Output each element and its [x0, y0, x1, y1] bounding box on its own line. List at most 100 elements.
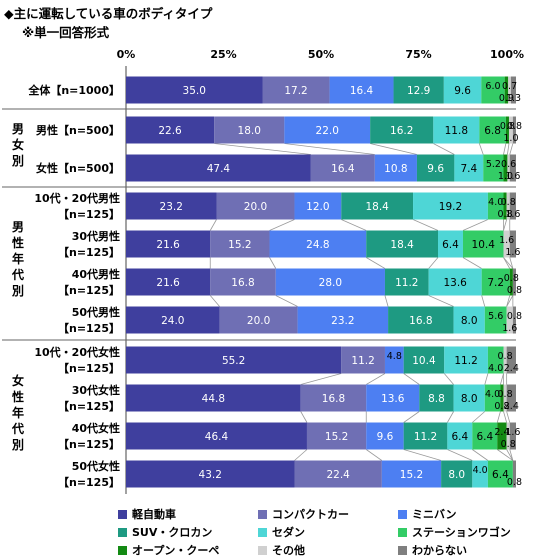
data-label: 11.2 — [395, 277, 418, 289]
legend-label: セダン — [272, 526, 305, 539]
stacked-bar-chart: 0% 25% 50% 75% 100% 全体【n=1000】男性【n=500】女性【n=5… — [2, 48, 524, 494]
series-connector-line — [500, 373, 504, 385]
series-connector-line — [506, 295, 511, 307]
data-label: 9.6 — [377, 431, 394, 443]
series-connector-line — [507, 143, 510, 155]
data-label: 10.4 — [412, 355, 436, 367]
data-label: 19.2 — [439, 201, 462, 213]
data-label: 46.4 — [205, 431, 229, 443]
data-label: 8.8 — [428, 393, 445, 405]
bar-segment — [481, 268, 510, 296]
series-connector-line — [209, 295, 220, 307]
series-connector-line — [509, 257, 514, 269]
bar-segment — [366, 384, 420, 412]
bar-segment — [506, 192, 510, 220]
series-connector-line — [472, 411, 486, 423]
bar-segment — [443, 76, 482, 104]
data-label: 11.2 — [454, 355, 477, 367]
bar-segment — [472, 460, 488, 488]
series-connector-line — [506, 449, 514, 461]
legend-swatch — [258, 545, 267, 555]
bar-segment — [275, 268, 385, 296]
data-label: 24.8 — [306, 239, 329, 251]
bar-segment — [484, 384, 501, 412]
bar-segment — [403, 346, 445, 374]
data-label-small: 5.6 — [488, 311, 503, 322]
data-label: 35.0 — [183, 85, 206, 97]
bar-segment — [297, 306, 389, 334]
data-label: 18.0 — [238, 125, 261, 137]
series-connector-line — [284, 143, 375, 155]
data-label: 8.0 — [461, 315, 478, 327]
legend-item: セダン — [258, 524, 305, 540]
bar-segment — [433, 116, 480, 144]
bar-segment — [370, 116, 434, 144]
data-label: 18.4 — [365, 201, 389, 213]
category-sample-size: 【n=125】 — [58, 438, 120, 451]
x-tick-label: 50% — [308, 48, 334, 61]
data-label: 13.6 — [443, 277, 467, 289]
data-label: 15.2 — [400, 469, 423, 481]
data-label: 15.2 — [228, 239, 251, 251]
data-label: 8.0 — [448, 469, 465, 481]
bar-segment — [481, 76, 505, 104]
category-label: 30代男性 — [72, 229, 120, 243]
legend-swatch — [118, 509, 127, 519]
data-label-small: 1.6 — [502, 323, 517, 334]
data-label: 9.6 — [427, 163, 444, 175]
data-label-small: 1.6 — [505, 427, 520, 438]
bar-segment — [472, 422, 498, 450]
data-label: 21.6 — [156, 277, 180, 289]
series-connector-line — [509, 143, 514, 155]
bar-segment — [294, 192, 342, 220]
bar-segment — [500, 384, 504, 412]
category-sample-size: 【n=125】 — [58, 322, 120, 335]
data-label-small: 1.0 — [503, 133, 518, 144]
legend-item: SUV・クロカン — [118, 524, 212, 540]
data-label-small: 1.6 — [505, 209, 520, 220]
data-label: 10.8 — [384, 163, 407, 175]
bar-segment — [509, 230, 516, 258]
series-connector-line — [275, 295, 298, 307]
x-tick-label: 25% — [210, 48, 236, 61]
bar-segment — [329, 76, 394, 104]
series-connector-line — [366, 257, 386, 269]
series-connector-line — [209, 219, 217, 231]
bar-segment — [210, 268, 276, 296]
legend-swatch — [398, 509, 407, 519]
category-label: 男性【n=500】 — [36, 123, 120, 137]
series-connector-line — [496, 411, 501, 423]
bar-segment — [374, 154, 417, 182]
series-connector-line — [433, 143, 455, 155]
data-label-small: 1.6 — [505, 247, 520, 258]
series-connector-line — [300, 373, 342, 385]
data-label-small: 4.0 — [473, 465, 488, 476]
data-label: 16.2 — [390, 125, 413, 137]
series-connector-line — [481, 295, 486, 307]
data-label: 20.0 — [247, 315, 270, 327]
bar-segment — [512, 306, 516, 334]
data-label: 24.0 — [161, 315, 184, 327]
bar-segment — [479, 116, 506, 144]
bar-segment — [487, 192, 504, 220]
series-connector-line — [503, 411, 508, 423]
bar-segment — [503, 346, 507, 374]
bar-segment — [503, 230, 510, 258]
series-connector-line — [509, 449, 514, 461]
bar-segment — [214, 116, 285, 144]
series-connector-line — [443, 373, 454, 385]
series-connector-line — [269, 219, 295, 231]
series-connector-line — [214, 143, 311, 155]
bar-segment — [126, 116, 215, 144]
legend-label: 軽自動車 — [132, 508, 176, 521]
bar-segment — [384, 346, 404, 374]
series-connector-line — [447, 449, 473, 461]
group-label: 男女別 — [11, 122, 24, 168]
bar-segment — [126, 192, 217, 220]
category-label: 全体【n=1000】 — [27, 83, 120, 97]
series-connector-line — [462, 257, 482, 269]
data-label: 8.0 — [461, 393, 478, 405]
data-label-small: 4.0 — [488, 363, 503, 374]
legend-swatch — [258, 509, 267, 519]
legend-item: オープン・クーペ — [118, 542, 219, 558]
